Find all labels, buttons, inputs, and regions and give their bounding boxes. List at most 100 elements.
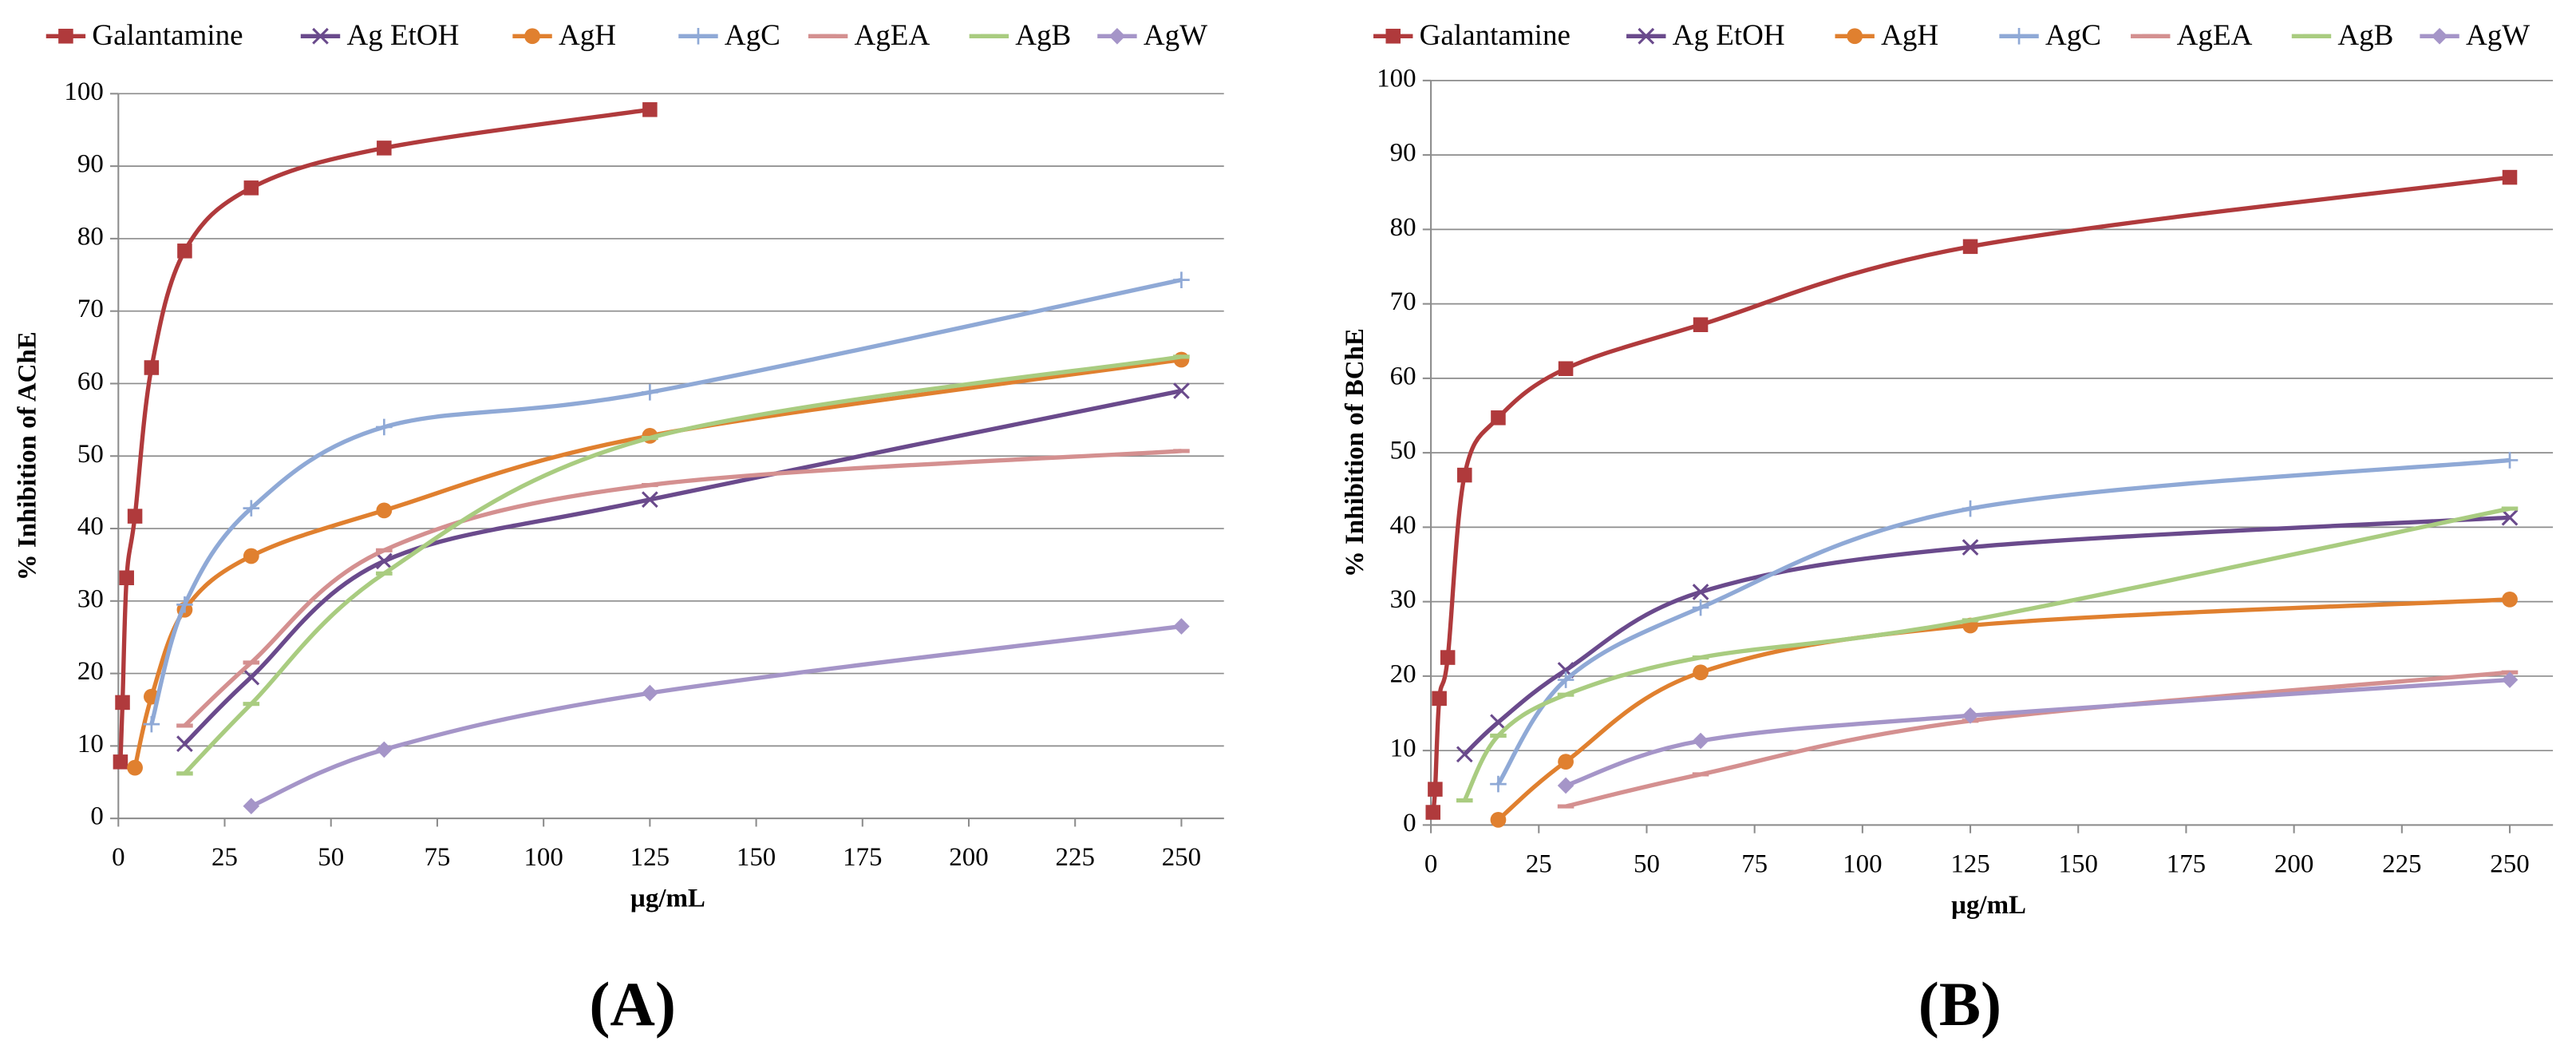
series-line: [1463, 515, 2511, 756]
marker: [689, 27, 707, 45]
marker: [143, 715, 160, 733]
y-tick-label: 50: [1390, 437, 1416, 465]
legend-label: AgW: [2466, 19, 2530, 52]
marker: [1693, 664, 1709, 681]
x-tick-label: 225: [2382, 849, 2421, 878]
marker: [1692, 599, 1709, 616]
marker: [127, 509, 143, 524]
marker: [1457, 467, 1472, 483]
marker: [243, 668, 260, 686]
y-tick-label: 80: [77, 222, 104, 251]
legend-label: AgH: [559, 19, 616, 52]
legend-label: AgB: [2337, 19, 2393, 52]
marker: [1558, 361, 1574, 377]
marker: [1385, 29, 1401, 44]
y-axis-label: % Inhibition of BChE: [1341, 328, 1369, 577]
legend-label: AgC: [2045, 19, 2101, 52]
x-tick-label: 200: [2274, 849, 2313, 878]
marker: [377, 141, 392, 156]
marker: [243, 180, 259, 196]
y-tick-label: 90: [77, 150, 104, 179]
x-tick-label: 50: [1634, 849, 1660, 878]
x-tick-label: 125: [630, 843, 670, 872]
marker: [1558, 754, 1574, 770]
y-tick-label: 10: [1390, 734, 1416, 763]
y-tick-label: 90: [1390, 139, 1416, 168]
marker: [524, 28, 540, 45]
legend-label: Galantamine: [1420, 19, 1570, 52]
x-tick-label: 25: [1526, 849, 1552, 878]
y-tick-label: 40: [1390, 511, 1416, 540]
x-tick-label: 50: [318, 843, 344, 872]
legend-label: Ag EtOH: [346, 19, 459, 52]
y-tick-label: 30: [77, 584, 104, 613]
legend-label: AgH: [1881, 19, 1938, 52]
x-tick-label: 250: [1162, 843, 1201, 872]
x-tick-label: 200: [949, 843, 988, 872]
marker: [127, 759, 143, 776]
x-tick-label: 250: [2490, 849, 2529, 878]
x-axis-label: µg/mL: [630, 885, 705, 913]
x-tick-label: 225: [1056, 843, 1095, 872]
y-tick-label: 70: [77, 295, 104, 323]
marker: [1108, 27, 1126, 45]
series-line: [1462, 506, 2511, 802]
marker: [1638, 27, 1655, 45]
x-tick-label: 0: [112, 843, 124, 872]
y-tick-label: 60: [77, 367, 104, 396]
y-tick-label: 80: [1390, 213, 1416, 242]
marker: [243, 500, 260, 517]
marker: [58, 29, 73, 44]
marker: [1440, 650, 1456, 665]
y-axis-label: % Inhibition of AChE: [14, 331, 42, 580]
marker: [2502, 591, 2518, 608]
y-tick-label: 20: [77, 657, 104, 686]
marker: [2501, 671, 2519, 688]
marker: [2010, 27, 2028, 45]
marker: [176, 596, 193, 613]
marker: [376, 502, 393, 519]
panel-title: (A): [589, 969, 676, 1039]
marker: [243, 798, 260, 815]
marker: [1490, 714, 1507, 731]
x-tick-label: 25: [211, 843, 238, 872]
legend-label: Galantamine: [92, 19, 243, 52]
y-tick-label: 70: [1390, 287, 1416, 316]
series-line: [149, 278, 1182, 725]
marker: [1557, 777, 1574, 794]
y-tick-label: 30: [1390, 585, 1416, 614]
marker: [375, 552, 393, 570]
y-tick-label: 20: [1390, 659, 1416, 688]
series-line: [1565, 670, 2511, 809]
legend-label: AgC: [725, 19, 780, 52]
x-tick-label: 75: [1741, 849, 1768, 878]
marker: [2501, 452, 2519, 469]
marker: [1557, 671, 1574, 688]
marker: [642, 491, 658, 509]
x-tick-label: 75: [424, 843, 450, 872]
marker: [312, 27, 329, 45]
marker: [119, 570, 134, 586]
marker: [1491, 410, 1506, 426]
marker: [1173, 382, 1190, 399]
series-line: [132, 357, 1182, 769]
marker: [177, 243, 192, 259]
series-line: [118, 107, 650, 762]
legend-label: Ag EtOH: [1673, 19, 1785, 52]
y-tick-label: 60: [1390, 362, 1416, 390]
marker: [376, 741, 393, 758]
marker: [1425, 805, 1441, 820]
marker: [1490, 811, 1507, 828]
series-line: [250, 624, 1182, 809]
marker: [1962, 707, 1979, 724]
marker: [115, 695, 130, 711]
y-tick-label: 0: [1403, 809, 1416, 837]
marker: [243, 548, 259, 564]
marker: [176, 735, 193, 753]
legend-label: AgEA: [2177, 19, 2253, 52]
series-line: [1565, 677, 2511, 788]
series-line: [1496, 457, 2511, 786]
marker: [1173, 618, 1190, 635]
x-tick-label: 100: [1843, 849, 1882, 878]
